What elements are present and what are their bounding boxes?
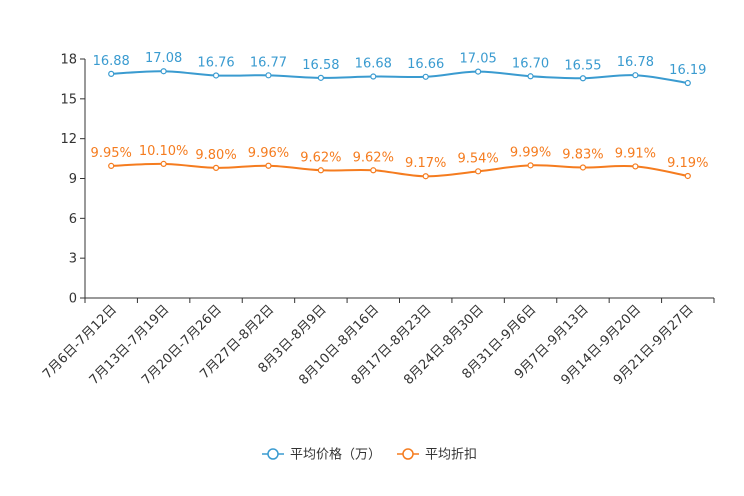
data-label: 16.66 (407, 57, 444, 72)
legend-marker (267, 448, 279, 460)
data-label: 9.91% (615, 146, 656, 161)
series-line-1 (111, 70, 688, 85)
data-point (108, 70, 115, 77)
y-tick-label: 0 (69, 292, 77, 307)
legend-label-1: 平均价格（万） (290, 447, 381, 463)
data-label: 16.70 (512, 56, 549, 71)
data-point (317, 167, 324, 174)
data-point (579, 75, 587, 82)
data-point (160, 68, 167, 75)
data-point (160, 160, 167, 167)
data-label: 9.80% (195, 148, 236, 163)
data-label: 17.08 (145, 51, 182, 66)
y-tick-label: 3 (69, 252, 77, 267)
data-label: 9.99% (510, 145, 551, 160)
data-point (475, 68, 482, 75)
data-point (527, 162, 534, 169)
data-label: 9.95% (91, 146, 132, 161)
legend-label-2: 平均折扣 (425, 448, 477, 463)
data-point (475, 168, 482, 175)
data-point (370, 73, 377, 80)
data-label: 16.76 (197, 55, 234, 70)
data-point (265, 72, 272, 79)
data-point (212, 164, 220, 171)
data-point (265, 162, 272, 169)
data-label: 9.54% (457, 151, 498, 166)
data-label: 9.19% (667, 156, 708, 171)
data-label: 16.78 (617, 55, 654, 70)
data-point (527, 73, 534, 80)
data-point (108, 162, 115, 169)
data-label: 16.77 (250, 55, 287, 70)
data-label: 9.83% (562, 147, 603, 162)
data-point (370, 167, 377, 174)
data-point (579, 164, 587, 171)
data-label: 9.96% (248, 146, 289, 161)
data-label: 16.68 (355, 57, 392, 72)
data-label: 17.05 (460, 52, 497, 67)
data-point (684, 79, 691, 87)
legend-marker (402, 448, 414, 460)
data-point (422, 173, 429, 180)
y-tick-label: 18 (60, 53, 77, 68)
data-label: 16.58 (302, 58, 339, 73)
series-line-2 (111, 162, 688, 178)
data-point (422, 73, 429, 80)
data-point (212, 72, 220, 79)
y-tick-label: 15 (60, 92, 77, 107)
data-point (632, 72, 639, 79)
data-point (317, 74, 324, 81)
data-label: 10.10% (139, 144, 189, 159)
data-point (632, 163, 639, 170)
y-tick-label: 9 (69, 172, 77, 187)
y-tick-label: 6 (69, 212, 77, 227)
data-label: 16.55 (564, 58, 601, 73)
data-label: 9.62% (300, 150, 341, 165)
y-tick-label: 12 (60, 132, 77, 147)
data-label: 16.88 (93, 54, 130, 69)
data-label: 9.17% (405, 156, 446, 171)
data-point (684, 172, 691, 180)
data-label: 9.62% (353, 150, 394, 165)
data-label: 16.19 (669, 63, 706, 78)
